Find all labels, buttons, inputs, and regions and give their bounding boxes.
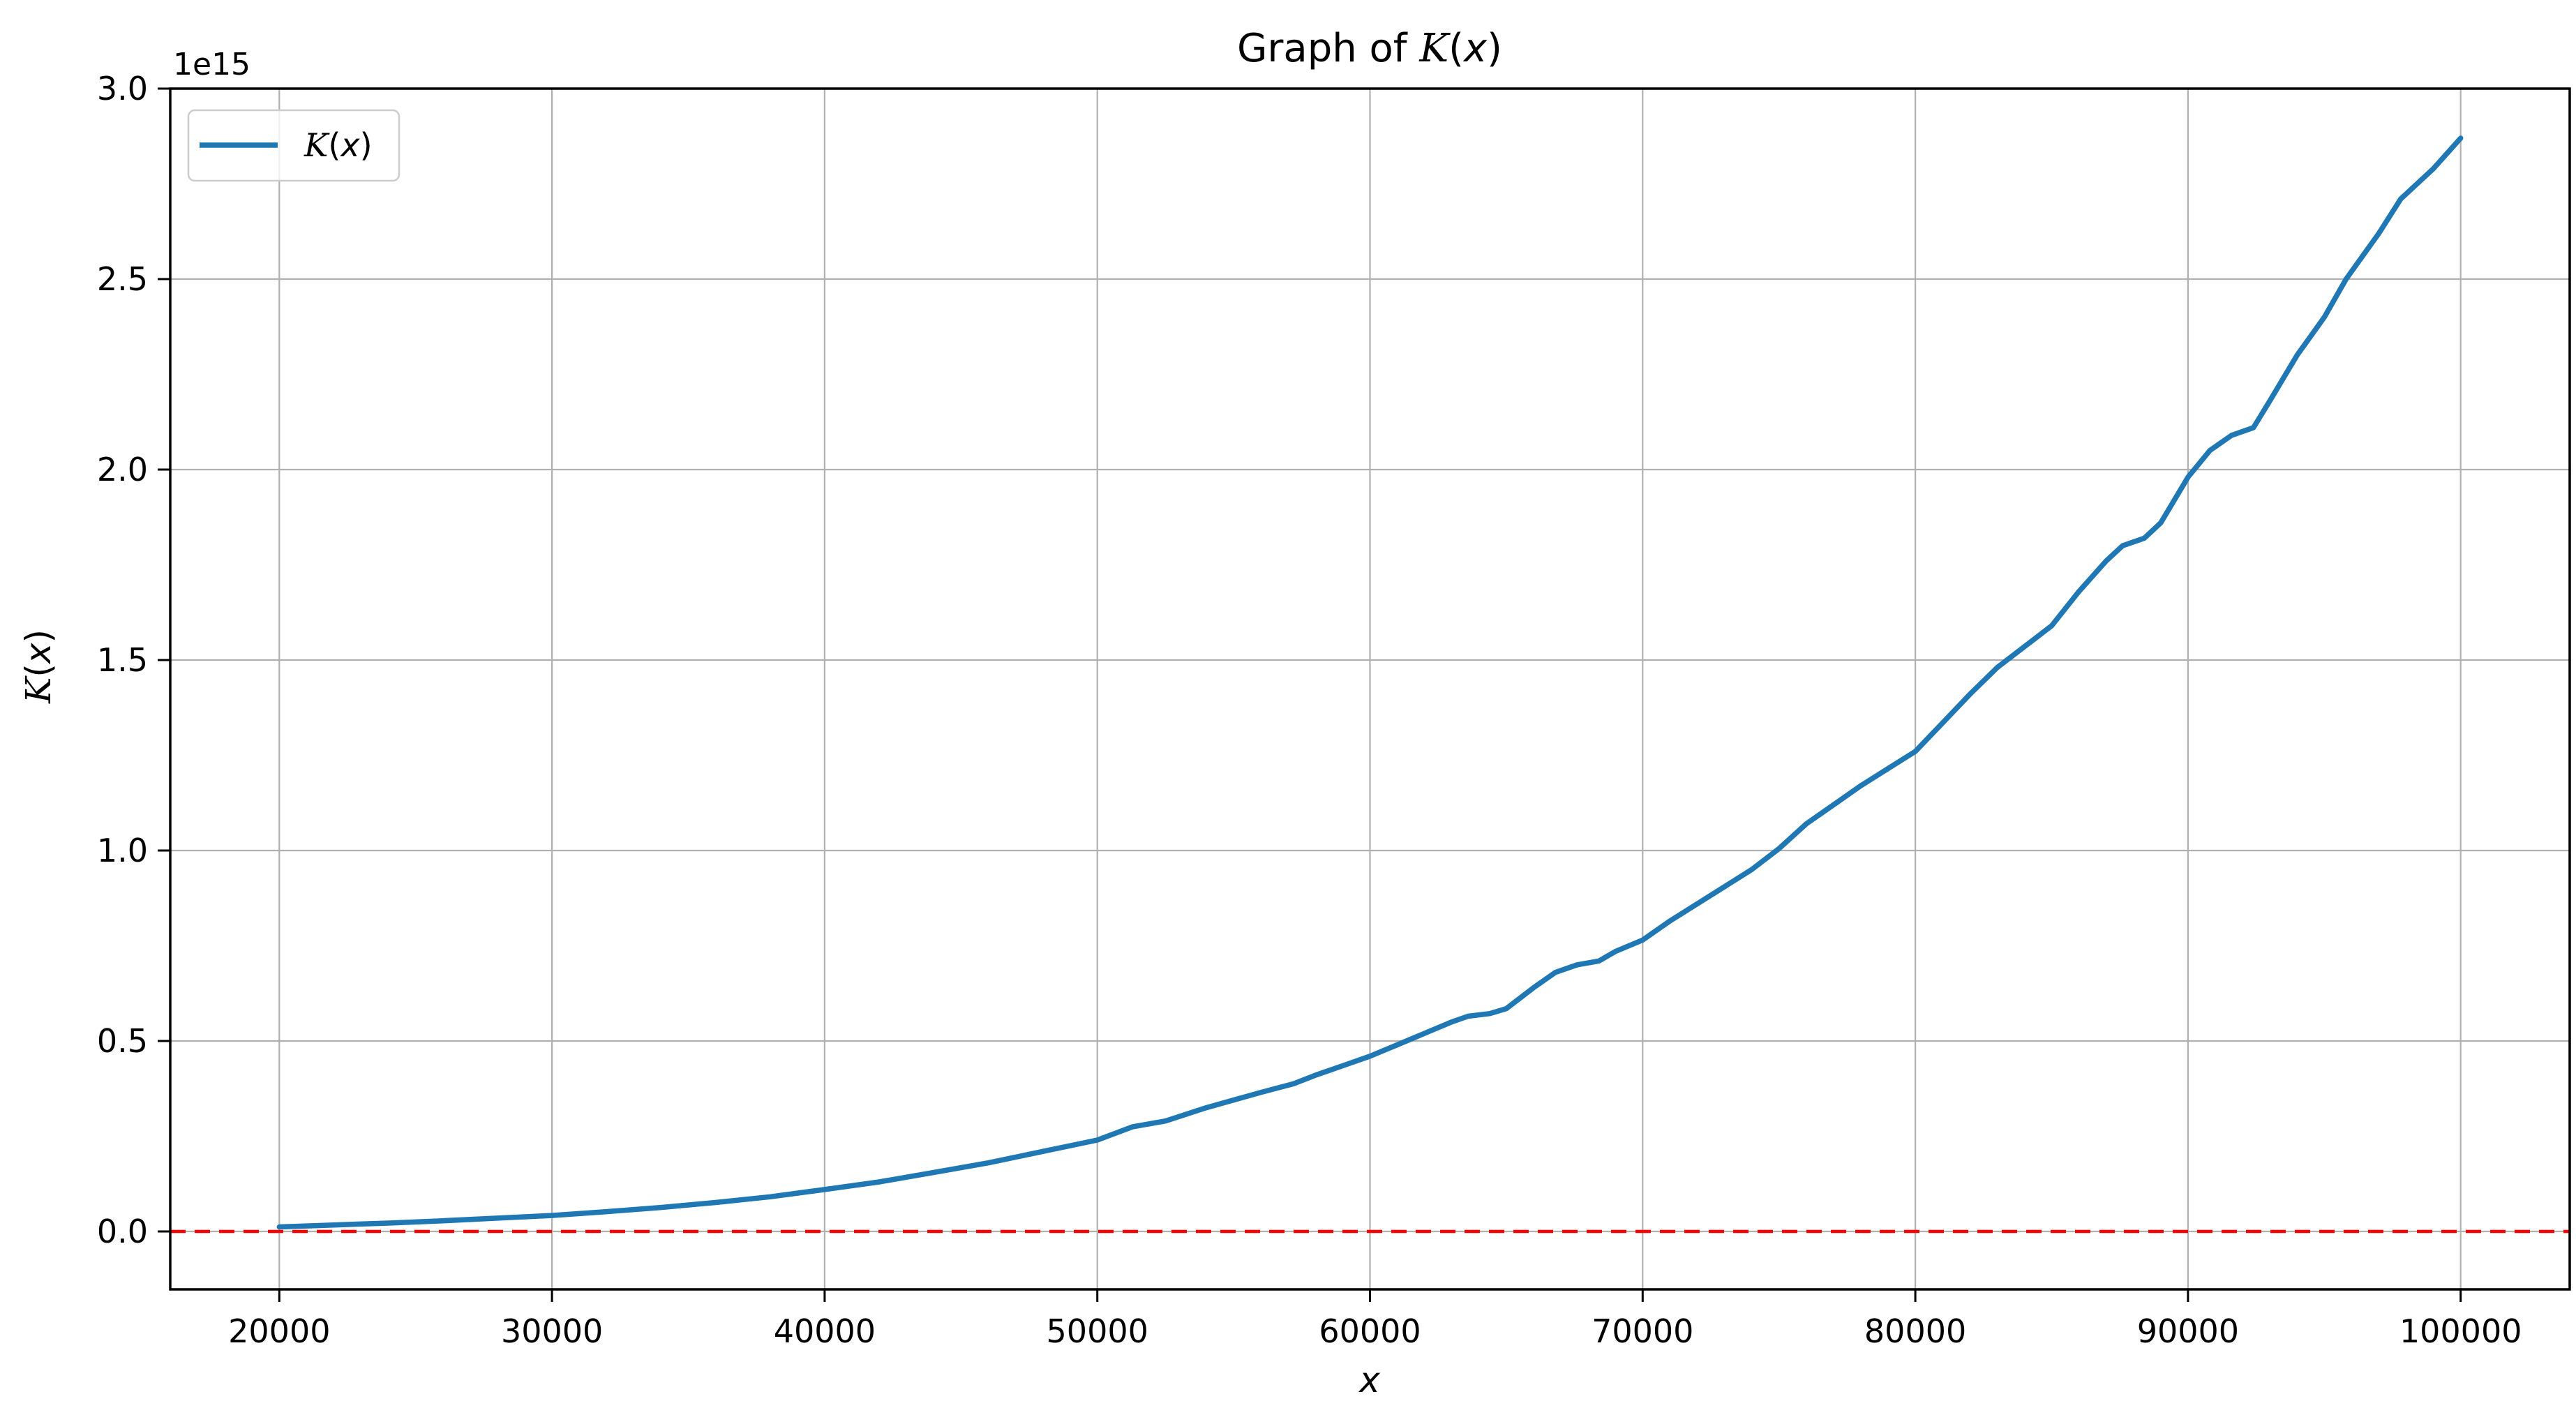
x-tick-label: 70000 [1592, 1312, 1693, 1350]
ticks-layer: 20000 30000 40000 50000 60000 70000 80000 90000… [97, 70, 2522, 1350]
chart-title-prefix: Graph of [1237, 26, 1419, 71]
y-tick-label: 1.0 [97, 832, 148, 869]
series-line [276, 135, 2464, 1230]
x-tick-label: 90000 [2137, 1312, 2239, 1350]
chart-title: Graph of K(x) [1237, 26, 1502, 71]
x-tick-label: 60000 [1319, 1312, 1421, 1350]
y-tick-label: 2.5 [97, 260, 148, 298]
chart-title-var: x [1462, 26, 1488, 71]
x-tick-label: 20000 [228, 1312, 330, 1350]
legend-label-symbol: K [304, 126, 330, 164]
x-axis-label: x [1358, 1360, 1380, 1400]
series-layer [276, 135, 2464, 1230]
y-axis-label-rparen: ) [18, 629, 59, 643]
y-tick-label: 3.0 [97, 70, 148, 107]
grid-layer [170, 87, 2570, 1289]
legend-label-lparen: ( [328, 126, 340, 164]
y-axis-label: K(x) [18, 629, 59, 704]
chart-title-lparen: ( [1448, 26, 1464, 71]
x-tick-label: 40000 [774, 1312, 876, 1350]
legend: K(x) [187, 109, 400, 182]
y-tick-label: 1.5 [97, 641, 148, 679]
x-tick-label: 80000 [1864, 1312, 1966, 1350]
x-tick-label: 50000 [1047, 1312, 1148, 1350]
y-axis-label-var: x [18, 643, 59, 665]
legend-label-var: x [339, 126, 360, 164]
chart-title-rparen: ) [1487, 26, 1502, 71]
y-axis-label-symbol: K [18, 675, 59, 704]
legend-entry-label: K(x) [304, 126, 373, 164]
y-tick-label: 0.0 [97, 1213, 148, 1250]
y-axis-offset-label: 1e15 [173, 47, 250, 82]
x-tick-label: 30000 [501, 1312, 603, 1350]
y-tick-label: 2.0 [97, 451, 148, 488]
y-tick-label: 0.5 [97, 1022, 148, 1060]
y-axis-label-lparen: ( [18, 664, 59, 677]
x-tick-label: 100000 [2399, 1312, 2522, 1350]
legend-label-rparen: ) [360, 126, 373, 164]
chart-title-symbol: K [1418, 26, 1451, 71]
legend-box [187, 109, 400, 182]
